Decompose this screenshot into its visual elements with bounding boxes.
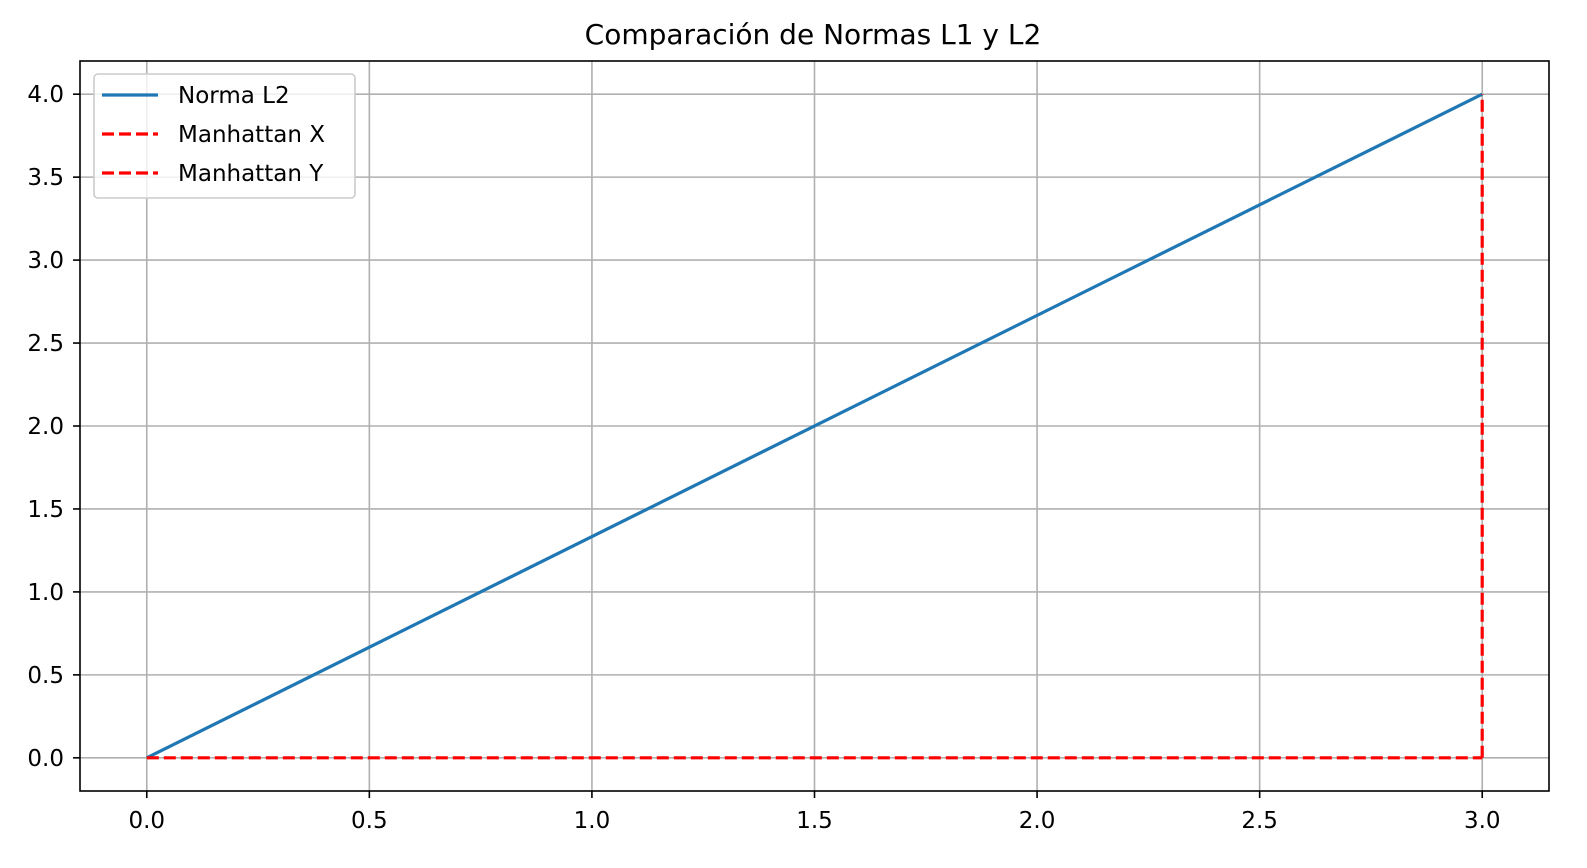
x-tick-label: 1.0 [574, 808, 611, 834]
y-tick-label: 4.0 [27, 82, 64, 108]
x-tick-label: 2.0 [1019, 808, 1056, 834]
chart-title: Comparación de Normas L1 y L2 [585, 18, 1042, 51]
x-tick-label: 1.5 [796, 808, 833, 834]
x-tick-label: 0.0 [128, 808, 165, 834]
y-tick-label: 3.0 [27, 248, 64, 274]
legend: Norma L2 Manhattan X Manhattan Y [93, 73, 356, 199]
y-tick-label: 0.0 [27, 746, 64, 772]
legend-label-3: Manhattan Y [178, 161, 324, 187]
legend-label-2: Manhattan X [178, 122, 325, 148]
y-tick-label: 1.0 [27, 580, 64, 606]
y-axis: 0.0 0.5 1.0 1.5 2.0 2.5 3.0 3.5 4.0 [27, 82, 80, 772]
x-tick-label: 3.0 [1464, 808, 1501, 834]
y-tick-label: 3.5 [27, 165, 64, 191]
x-axis: 0.0 0.5 1.0 1.5 2.0 2.5 3.0 [128, 791, 1501, 834]
series-group [146, 92, 1484, 760]
legend-label-1: Norma L2 [178, 83, 290, 109]
x-tick-label: 0.5 [351, 808, 388, 834]
y-tick-label: 0.5 [27, 663, 64, 689]
legend-box [93, 73, 356, 199]
series-line-1 [146, 92, 1483, 760]
y-tick-label: 2.0 [27, 414, 64, 440]
y-tick-label: 2.5 [27, 331, 64, 357]
x-tick-label: 2.5 [1241, 808, 1278, 834]
grid [80, 61, 1549, 791]
y-tick-label: 1.5 [27, 497, 64, 523]
